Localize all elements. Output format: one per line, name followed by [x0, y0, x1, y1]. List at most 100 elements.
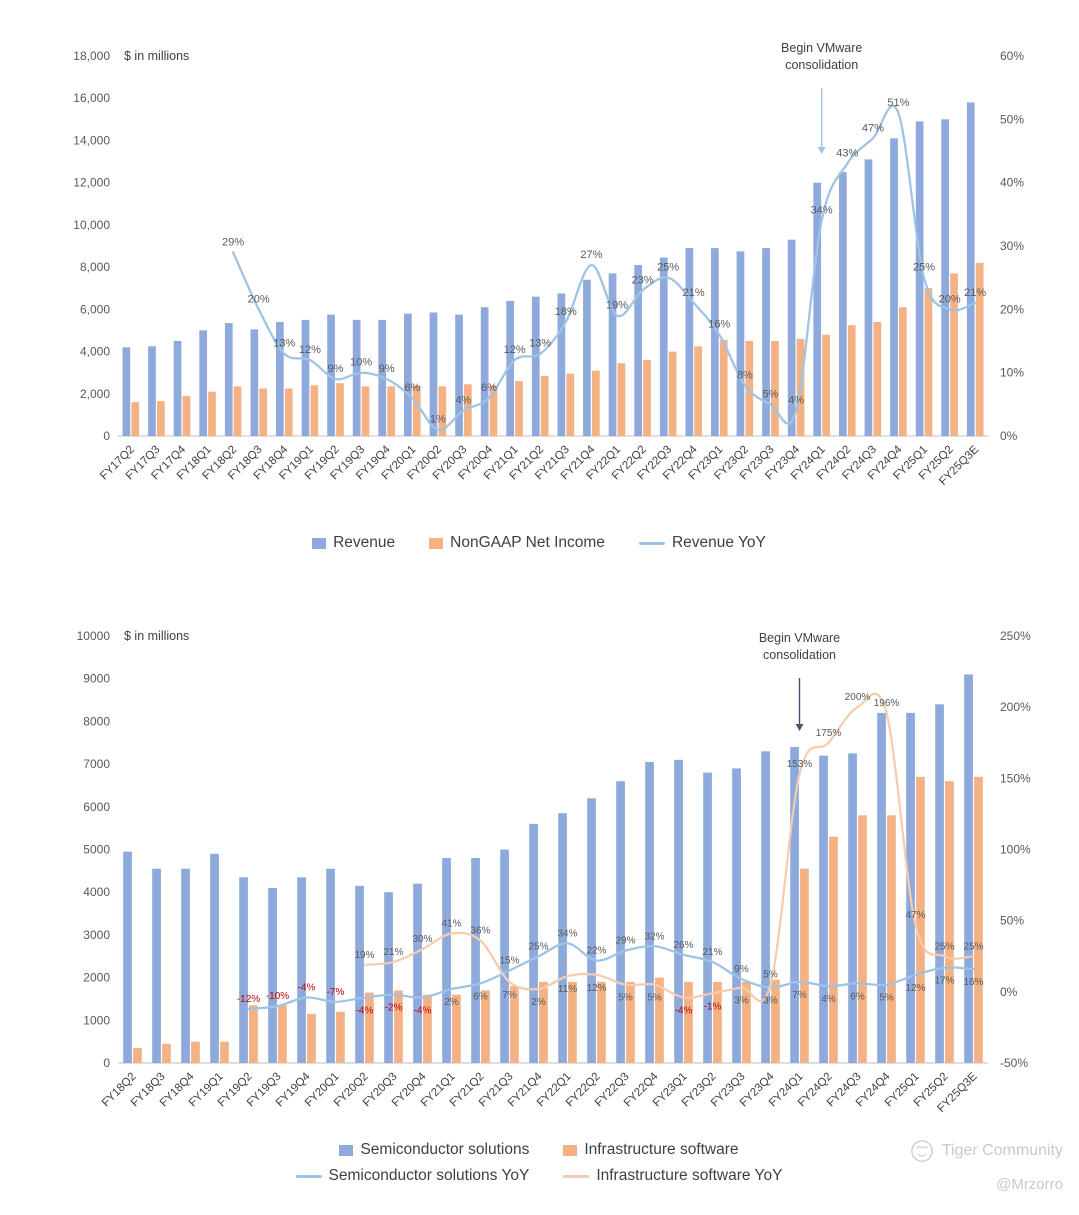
svg-text:12%: 12% — [299, 344, 321, 356]
revenue-swatch — [312, 537, 327, 549]
svg-text:9%: 9% — [379, 363, 395, 375]
svg-text:30%: 30% — [1000, 239, 1024, 253]
svg-text:-4%: -4% — [298, 983, 316, 994]
svg-text:25%: 25% — [657, 262, 679, 274]
svg-text:47%: 47% — [862, 122, 884, 134]
legend-label-semiconductor-yoy: Semiconductor solutions YoY — [328, 1167, 530, 1184]
svg-text:2,000: 2,000 — [80, 387, 110, 401]
svg-text:22%: 22% — [586, 946, 606, 957]
svg-text:2%: 2% — [444, 997, 459, 1008]
svg-text:0: 0 — [103, 1056, 110, 1070]
svg-text:19%: 19% — [354, 950, 374, 961]
revenue-chart-legend: Revenue NonGAAP Net Income Revenue YoY — [18, 534, 1060, 552]
svg-text:10000: 10000 — [77, 629, 111, 643]
svg-text:6%: 6% — [473, 991, 488, 1002]
svg-text:21%: 21% — [383, 947, 403, 958]
svg-text:41%: 41% — [441, 919, 461, 930]
svg-text:-7%: -7% — [327, 987, 345, 998]
watermark-handle: @Mrzorro — [996, 1176, 1063, 1193]
svg-text:16,000: 16,000 — [73, 91, 110, 105]
svg-text:6%: 6% — [404, 382, 420, 394]
svg-text:16%: 16% — [963, 977, 983, 988]
svg-text:12%: 12% — [504, 344, 526, 356]
segment-revenue-chart: 0 1000 2000 3000 4000 5000 6000 7000 8000 9000 100… — [77, 629, 1031, 1115]
svg-text:25%: 25% — [934, 941, 954, 952]
svg-text:60%: 60% — [1000, 49, 1024, 63]
legend-label-semiconductor: Semiconductor solutions — [360, 1141, 530, 1158]
revenue-yoy-swatch — [638, 541, 665, 545]
watermark: Tiger Community @Mrzorro — [909, 1138, 1063, 1193]
legend-item-revenue-yoy: Revenue YoY — [638, 534, 766, 552]
svg-text:-4%: -4% — [356, 1006, 374, 1017]
infrastructure-yoy-swatch — [563, 1174, 590, 1178]
svg-text:4%: 4% — [455, 395, 471, 407]
legend-item-net-income: NonGAAP Net Income — [429, 534, 605, 552]
svg-text:14,000: 14,000 — [73, 133, 110, 147]
svg-text:15%: 15% — [499, 956, 519, 967]
svg-text:7%: 7% — [792, 990, 807, 1001]
data-labels: 29%20%13%12%9%10%9%6%1%4%6%12%13%18%27%1… — [222, 97, 986, 426]
svg-text:153%: 153% — [787, 759, 813, 770]
svg-text:20%: 20% — [248, 293, 270, 305]
svg-text:21%: 21% — [683, 287, 705, 299]
svg-text:30%: 30% — [412, 934, 432, 945]
svg-text:21%: 21% — [702, 947, 722, 958]
semiconductor-yoy-swatch — [295, 1174, 322, 1178]
svg-text:10,000: 10,000 — [73, 218, 110, 232]
svg-text:26%: 26% — [673, 940, 693, 951]
svg-text:1000: 1000 — [83, 1013, 110, 1027]
svg-text:13%: 13% — [529, 338, 551, 350]
svg-text:51%: 51% — [887, 97, 909, 109]
unit-label: $ in millions — [124, 49, 189, 63]
svg-text:9000: 9000 — [83, 672, 110, 686]
svg-text:-10%: -10% — [266, 991, 289, 1002]
segment-chart-figure: 0 1000 2000 3000 4000 5000 6000 7000 8000 9000 100… — [18, 586, 1060, 1185]
svg-text:3%: 3% — [734, 996, 749, 1007]
data-labels: -12% -10% -4% -7% -4% -2% -4% 2% 6% 15% 25% 34% 22% 2… — [237, 692, 984, 1016]
svg-text:27%: 27% — [580, 249, 602, 261]
svg-text:consolidation: consolidation — [763, 648, 836, 662]
vmware-annotation: Begin VMware consolidation — [759, 631, 840, 731]
svg-text:8000: 8000 — [83, 714, 110, 728]
svg-text:12,000: 12,000 — [73, 176, 110, 190]
svg-text:-12%: -12% — [237, 994, 260, 1005]
svg-text:47%: 47% — [905, 910, 925, 921]
svg-text:consolidation: consolidation — [785, 58, 858, 72]
segment-legend-row-bars: Semiconductor solutions Infrastructure s… — [18, 1141, 1060, 1159]
watermark-brand-row: Tiger Community — [909, 1138, 1063, 1164]
svg-text:-4%: -4% — [675, 1006, 693, 1017]
tiger-logo-icon — [910, 1140, 933, 1162]
svg-text:3%: 3% — [763, 996, 778, 1007]
watermark-brand: Tiger Community — [941, 1142, 1063, 1159]
legend-label-net-income: NonGAAP Net Income — [450, 534, 605, 551]
legend-item-infrastructure-yoy: Infrastructure software YoY — [563, 1167, 782, 1185]
svg-text:8,000: 8,000 — [80, 260, 110, 274]
x-axis-labels: FY17Q2FY17Q3FY17Q4FY18Q1FY18Q2FY18Q3FY18… — [98, 443, 981, 488]
axes: 0 2,000 4,000 6,000 8,000 10,000 12,000 14,000 1… — [73, 49, 1024, 443]
svg-text:-2%: -2% — [385, 1003, 403, 1014]
svg-text:12%: 12% — [586, 983, 606, 994]
svg-text:6,000: 6,000 — [80, 302, 110, 316]
yoy-lines — [231, 104, 977, 431]
svg-text:36%: 36% — [470, 926, 490, 937]
legend-item-revenue: Revenue — [312, 534, 395, 552]
svg-text:6000: 6000 — [83, 800, 110, 814]
svg-text:0: 0 — [103, 429, 110, 443]
legend-item-semiconductor: Semiconductor solutions — [339, 1141, 529, 1159]
svg-text:25%: 25% — [913, 262, 935, 274]
svg-text:20%: 20% — [1000, 302, 1024, 316]
svg-text:9%: 9% — [328, 363, 344, 375]
svg-text:0%: 0% — [1000, 429, 1018, 443]
svg-text:175%: 175% — [816, 728, 842, 739]
svg-text:196%: 196% — [874, 698, 900, 709]
svg-text:200%: 200% — [1000, 700, 1031, 714]
svg-text:6%: 6% — [850, 991, 865, 1002]
svg-text:18%: 18% — [555, 306, 577, 318]
svg-text:29%: 29% — [615, 936, 635, 947]
svg-text:Begin VMware: Begin VMware — [781, 41, 862, 55]
svg-text:12%: 12% — [905, 983, 925, 994]
svg-text:17%: 17% — [934, 976, 954, 987]
svg-text:10%: 10% — [1000, 366, 1024, 380]
svg-text:7000: 7000 — [83, 757, 110, 771]
